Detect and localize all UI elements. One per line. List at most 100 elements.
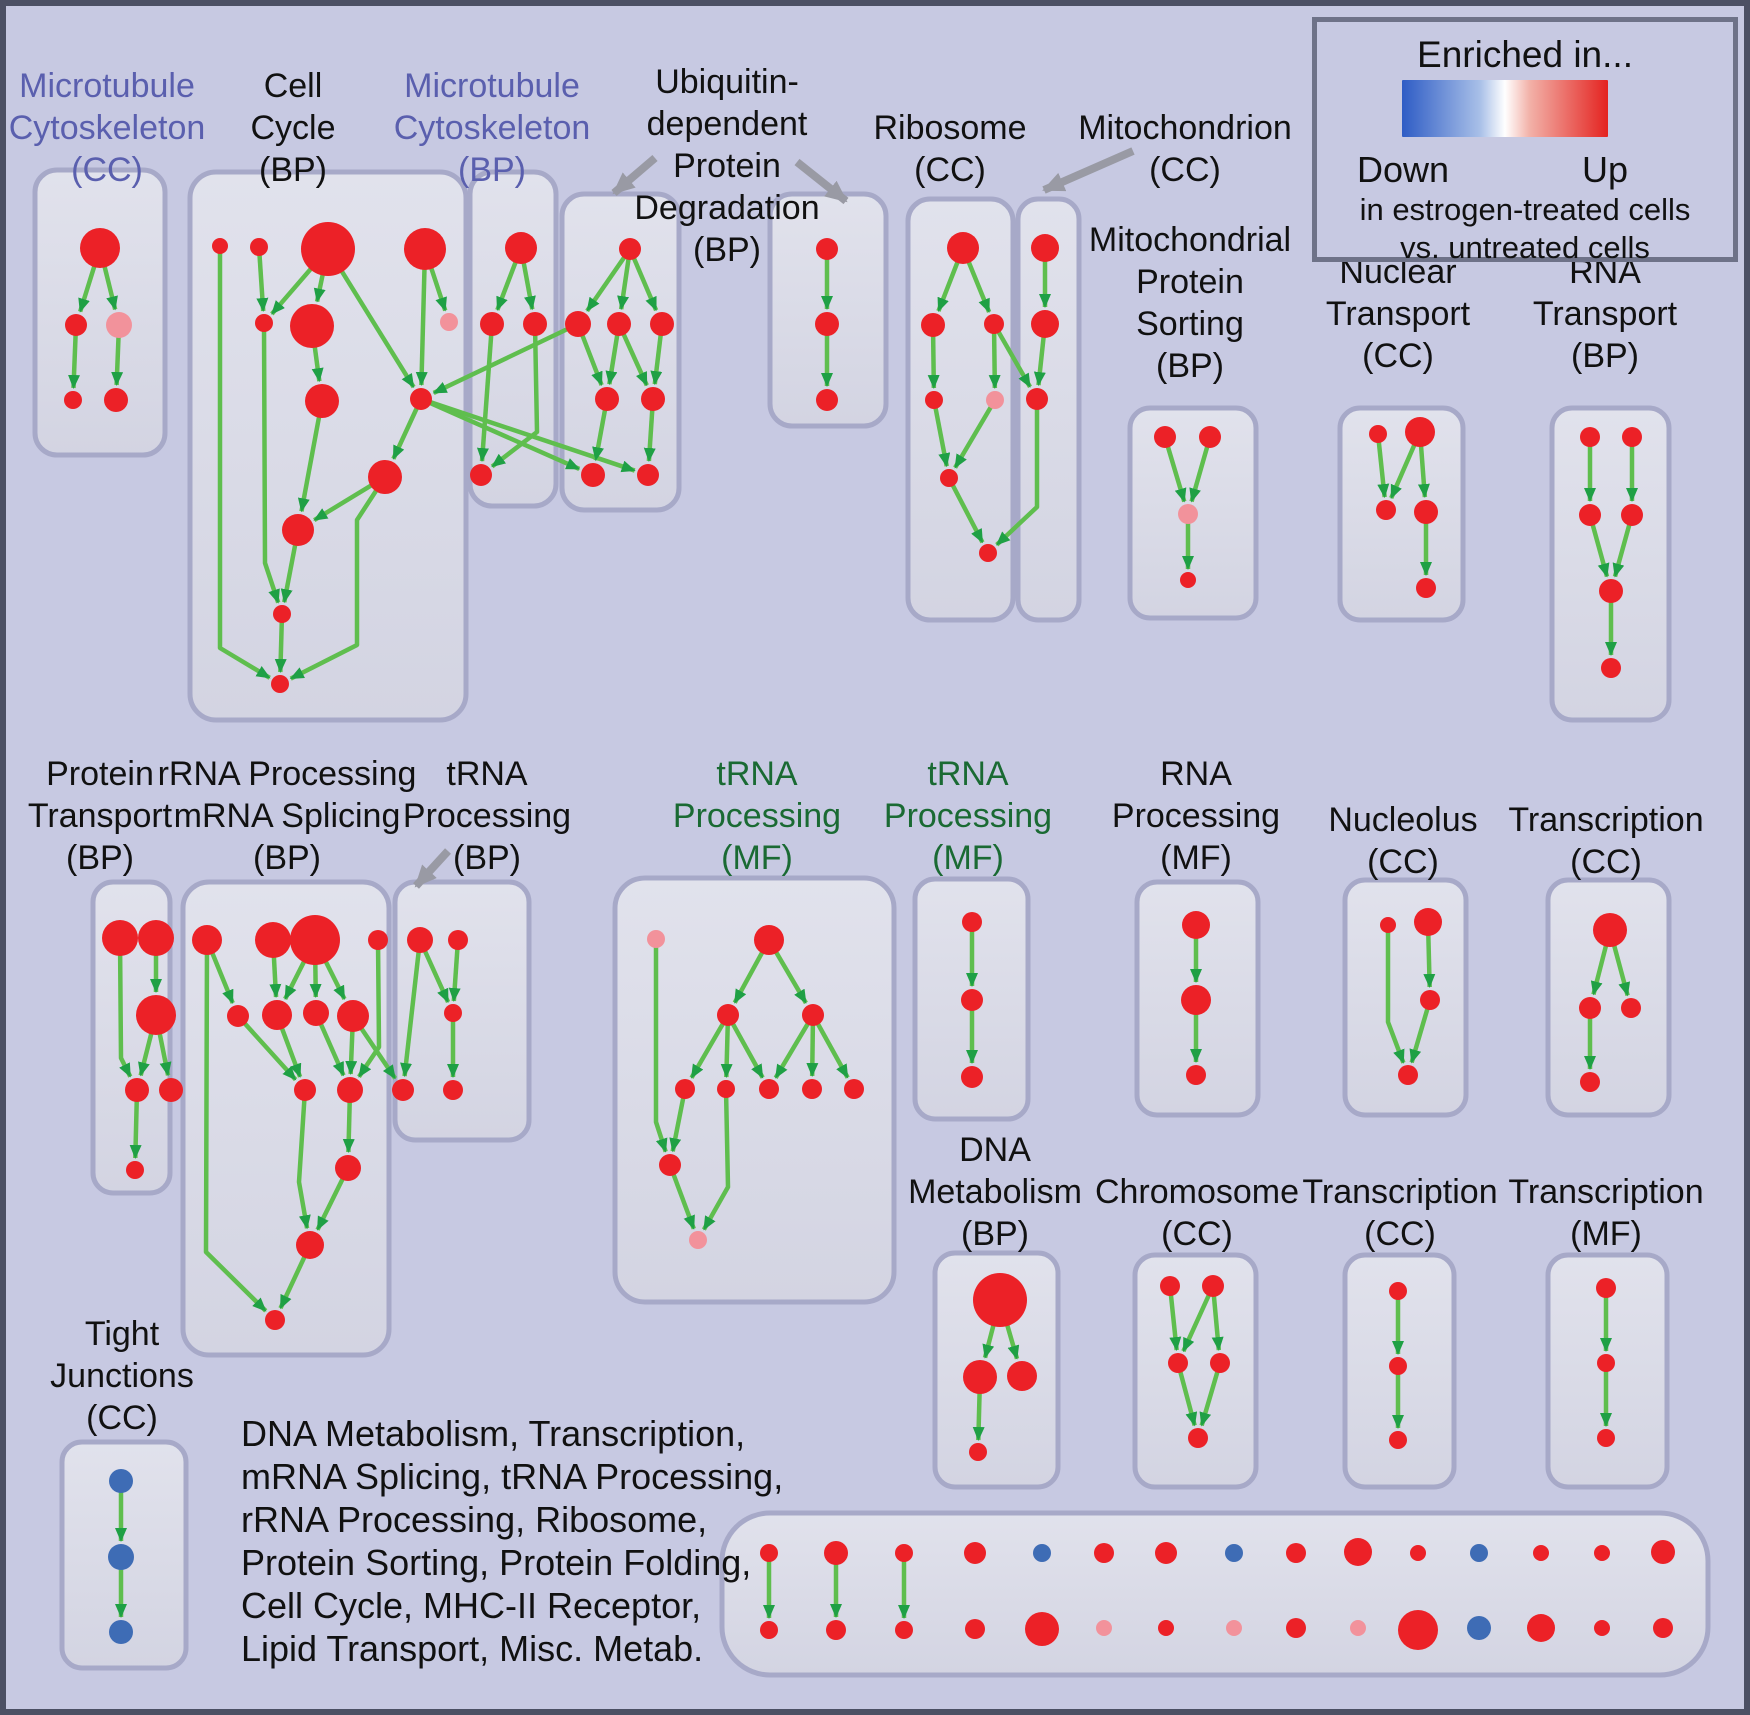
go-term-node-red [1599, 579, 1623, 603]
go-term-node-red [125, 1078, 149, 1102]
go-term-node-red [1188, 1428, 1208, 1448]
cluster-box-rna-transport-bp [1549, 405, 1672, 723]
go-term-node-blue [108, 1544, 134, 1570]
legend-up-label: Up [1581, 149, 1629, 190]
label-line: Ribosome [873, 109, 1027, 147]
label-line: (CC) [1149, 151, 1221, 189]
go-term-node-red [675, 1079, 695, 1099]
go-term-node-red [619, 238, 641, 260]
label-line: Processing [883, 797, 1053, 835]
go-term-node-red [760, 1621, 778, 1639]
label-line: Transport [1325, 295, 1471, 333]
relation-arrow [726, 1013, 765, 1079]
legend-gradient-bar [1402, 80, 1608, 137]
label-pointer-arrow [1042, 147, 1135, 194]
relation-arrow [995, 399, 1040, 547]
go-term-node-red [969, 1443, 987, 1461]
go-term-node-red [607, 312, 631, 336]
label-rrna-processing-mrna-splicing-bp: rRNA Processing mRNA Splicing (BP) [158, 753, 417, 879]
go-term-node-red [192, 925, 222, 955]
relation-arrow [992, 322, 1032, 388]
go-term-node-red [126, 1161, 144, 1179]
go-term-node-red [368, 460, 402, 494]
go-term-node-red [717, 1004, 739, 1026]
cluster-box-microtubule-cytoskeleton-cc [32, 167, 168, 458]
relation-arrow [811, 1013, 850, 1079]
go-term-node-red [1380, 917, 1396, 933]
go-term-node-red [1596, 1278, 1616, 1298]
go-term-node-red [1414, 908, 1442, 936]
relation-arrow [448, 939, 461, 1003]
go-term-node-red [925, 391, 943, 409]
go-term-node-blue [109, 1620, 133, 1644]
label-line: Processing [402, 797, 572, 835]
go-term-node-pink [106, 312, 132, 338]
label-line: (CC) [1364, 1215, 1436, 1253]
go-term-node-red [250, 238, 268, 256]
go-term-node-red [754, 925, 784, 955]
go-term-node-red [301, 222, 355, 276]
relation-arrow [415, 248, 428, 387]
go-term-node-red [65, 314, 87, 336]
go-term-node-red [1026, 388, 1048, 410]
color-legend: Enriched in... Down Up in estrogen-treat… [1312, 17, 1738, 265]
go-term-node-red [1155, 1542, 1177, 1564]
go-term-node-red [1031, 234, 1059, 262]
relation-arrow [947, 476, 985, 544]
label-tight-junctions-cc: Tight Junctions (CC) [50, 1313, 194, 1439]
relation-arrow [585, 247, 632, 313]
go-term-node-red [1210, 1353, 1230, 1373]
go-term-node-red [824, 1541, 848, 1565]
go-term-node-red [650, 312, 674, 336]
cluster-box-nucleolus-cc [1342, 877, 1469, 1118]
go-term-node-red [979, 544, 997, 562]
label-line: (CC) [1362, 337, 1434, 375]
go-term-node-red [1601, 658, 1621, 678]
relation-arrow [988, 323, 1001, 390]
go-term-node-red [159, 1078, 183, 1102]
label-line: Cycle [250, 109, 336, 147]
label-line: Tight [84, 1315, 160, 1353]
label-line: Microtubule [19, 67, 195, 105]
go-term-node-red [1094, 1543, 1114, 1563]
go-term-node-red [255, 922, 291, 958]
label-line: Sorting [1136, 305, 1244, 343]
label-line: Processing [1111, 797, 1281, 835]
go-term-node-pink [1178, 504, 1198, 524]
relation-arrow [627, 248, 659, 312]
go-term-node-red [895, 1544, 913, 1562]
go-term-node-red [337, 1077, 363, 1103]
note-line: rRNA Processing, Ribosome, [241, 1499, 708, 1540]
go-term-node-red [470, 464, 492, 486]
label-cell-cycle-bp: Cell Cycle (BP) [250, 65, 335, 191]
go-term-node-red [1622, 427, 1642, 447]
go-term-node-pink [1350, 1620, 1366, 1636]
go-term-node-red [717, 1080, 735, 1098]
relation-arrow [326, 247, 416, 389]
legend-subtitle-2: vs. untreated cells [1400, 230, 1650, 265]
label-transcription-cc-mid: Transcription (CC) [1508, 799, 1703, 883]
label-pointer-arrow [611, 154, 658, 197]
relation-arrow [669, 1088, 688, 1153]
go-term-node-red [1594, 1545, 1610, 1561]
go-term-node-red [444, 1004, 462, 1022]
go-term-node-red [480, 312, 504, 336]
go-term-node-red [1158, 1620, 1174, 1636]
label-line: RNA [1160, 755, 1232, 793]
label-line: Transcription [1508, 1173, 1704, 1211]
note-line: DNA Metabolism, Transcription, [241, 1413, 746, 1454]
go-term-node-red [296, 1231, 324, 1259]
go-term-node-red [965, 1619, 985, 1639]
label-pointer-arrow [413, 848, 451, 889]
go-term-node-red [262, 1000, 292, 1030]
go-term-node-red [1580, 1072, 1600, 1092]
go-term-node-red [637, 464, 659, 486]
label-ubiquitin-dependent-protein-degradation-bp: Ubiquitin-dependent Protein Degradation (BP… [634, 61, 819, 271]
label-protein-transport-bp: Protein Transport (BP) [28, 753, 172, 879]
label-microtubule-cytoskeleton-bp: Microtubule Cytoskeleton (BP) [394, 65, 591, 191]
label-line: Transcription [1302, 1173, 1498, 1211]
go-term-node-red [1199, 426, 1221, 448]
label-line: tRNA [446, 755, 528, 793]
label-chromosome-cc: Chromosome (CC) [1095, 1171, 1299, 1255]
relation-arrow [117, 937, 133, 1078]
